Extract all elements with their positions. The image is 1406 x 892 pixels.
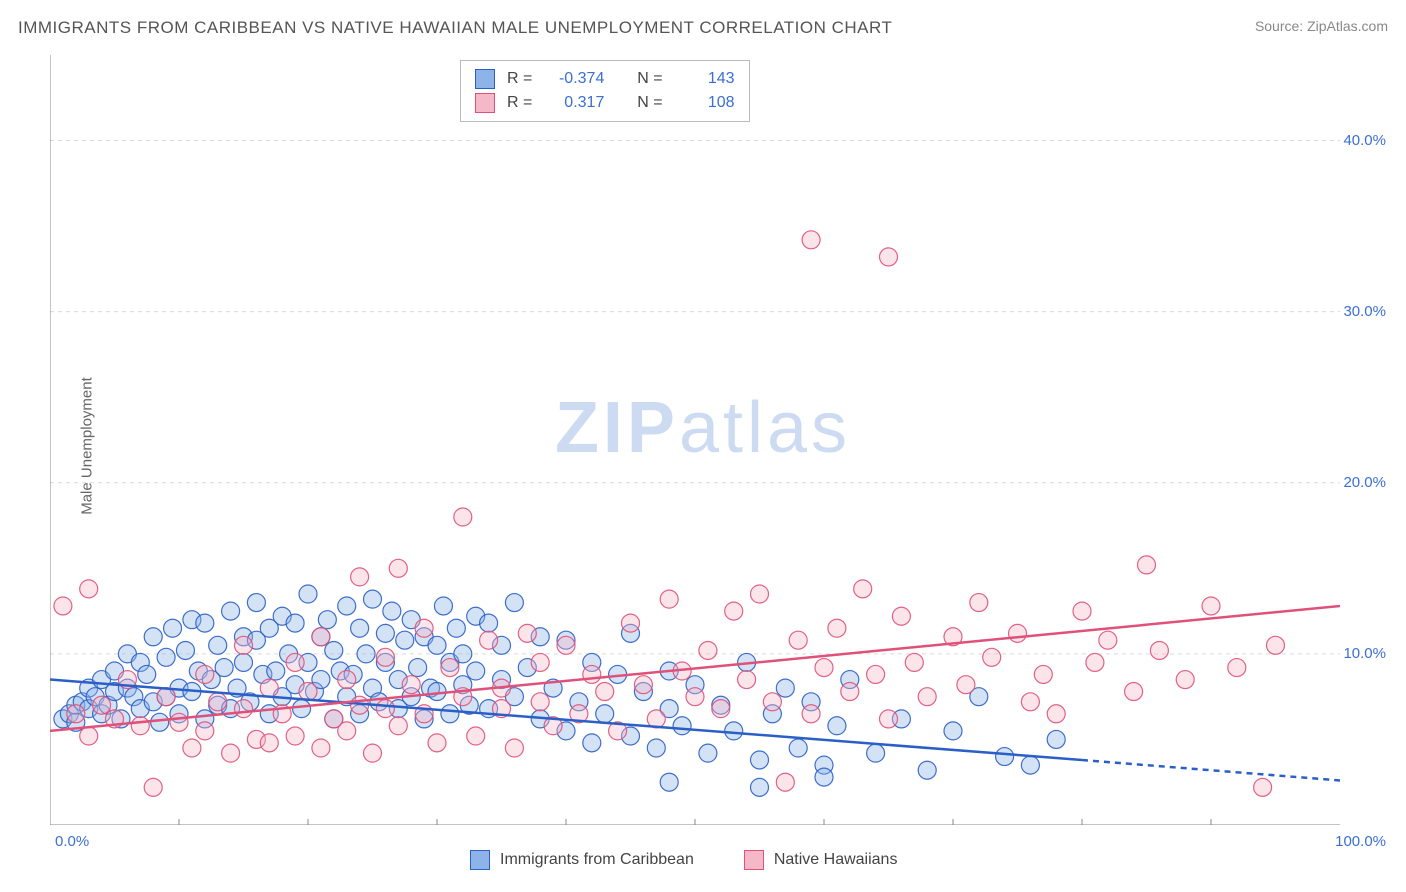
stats-row: R = 0.317 N = 108 [475,91,735,115]
stats-row: R = -0.374 N = 143 [475,67,735,91]
y-tick-label: 10.0% [1343,645,1386,662]
correlation-chart: IMMIGRANTS FROM CARIBBEAN VS NATIVE HAWA… [0,0,1406,892]
stats-legend-box: R = -0.374 N = 143 R = 0.317 N = 108 [460,60,750,122]
y-tick-label: 40.0% [1343,132,1386,149]
r-label: R = [507,94,532,112]
n-label: N = [637,70,662,88]
chart-title: IMMIGRANTS FROM CARIBBEAN VS NATIVE HAWA… [18,18,892,38]
r-value: -0.374 [544,70,604,88]
legend-swatch [475,93,495,113]
r-label: R = [507,70,532,88]
n-value: 108 [675,94,735,112]
source-prefix: Source: [1255,18,1307,34]
x-tick-label: 100.0% [1335,833,1386,850]
source-attribution: Source: ZipAtlas.com [1255,18,1388,34]
legend-item: Native Hawaiians [744,850,898,870]
legend-swatch [470,850,490,870]
legend-swatch [744,850,764,870]
plot-area [50,55,1340,825]
n-value: 143 [675,70,735,88]
legend-item: Immigrants from Caribbean [470,850,694,870]
x-tick-label: 0.0% [55,833,89,850]
legend-label: Native Hawaiians [774,851,898,869]
legend-swatch [475,69,495,89]
y-tick-label: 20.0% [1343,474,1386,491]
source-link[interactable]: ZipAtlas.com [1307,18,1388,34]
series-legend: Immigrants from Caribbean Native Hawaiian… [470,850,897,870]
legend-label: Immigrants from Caribbean [500,851,694,869]
y-tick-label: 30.0% [1343,303,1386,320]
n-label: N = [637,94,662,112]
r-value: 0.317 [544,94,604,112]
